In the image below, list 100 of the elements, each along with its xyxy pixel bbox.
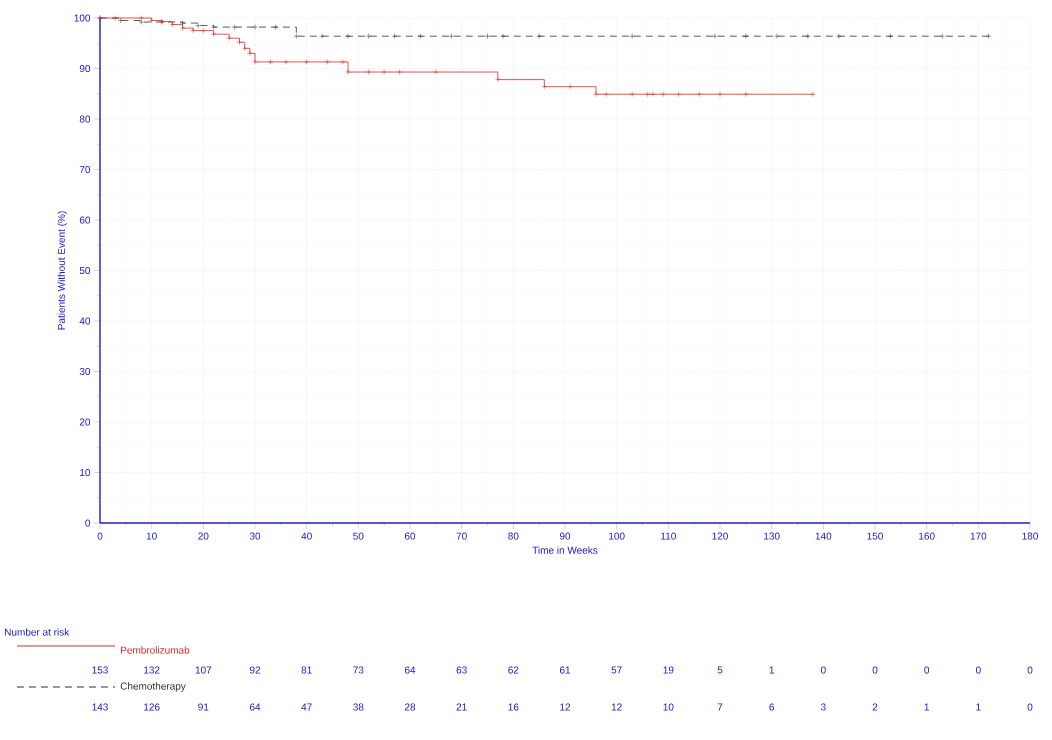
- text: Number at risk: [5, 628, 70, 636]
- text: 1: [976, 703, 981, 711]
- point: [887, 33, 894, 39]
- y-tick-label: 0: [85, 519, 91, 527]
- x-tick-label: 10: [146, 532, 157, 540]
- point: [169, 21, 176, 28]
- x-tick-label: 150: [867, 532, 883, 540]
- point: [774, 33, 780, 39]
- point: [247, 50, 253, 57]
- x-tick-label: 100: [609, 532, 625, 540]
- point: [650, 91, 656, 98]
- point: [541, 83, 548, 90]
- x-tick-label: 0: [97, 532, 103, 540]
- text: 0: [924, 666, 930, 674]
- x-axis-title: Time in Weeks: [532, 546, 598, 554]
- x-tick-label: 170: [970, 532, 987, 540]
- text: 0: [1027, 666, 1033, 674]
- point: [536, 33, 542, 39]
- x-tick-label: 50: [353, 532, 364, 540]
- y-axis-title: Patients Without Event (%): [57, 211, 67, 330]
- point: [675, 91, 682, 98]
- x-tick-label: 60: [404, 532, 416, 540]
- x-tick-label: 70: [456, 532, 467, 540]
- text: 73: [353, 666, 364, 674]
- point: [629, 91, 635, 98]
- x-tick-label: 140: [815, 532, 832, 540]
- text: Chemotherapy: [120, 682, 186, 692]
- y-tick-label: 20: [79, 418, 91, 426]
- text: 47: [301, 703, 312, 711]
- point: [743, 33, 749, 39]
- text: 1: [924, 703, 929, 711]
- text: 132: [144, 666, 160, 674]
- point: [939, 33, 945, 39]
- point: [226, 35, 232, 41]
- y-tick-label: 90: [79, 64, 91, 73]
- point: [283, 59, 289, 65]
- text: 92: [249, 666, 261, 674]
- x-tick-label: 40: [301, 532, 312, 540]
- point: [433, 69, 439, 75]
- point: [603, 91, 610, 98]
- x-tick-label: 130: [764, 532, 780, 540]
- point: [500, 33, 506, 39]
- x-tick-label: 20: [198, 532, 209, 540]
- x-tick-label: 80: [508, 532, 519, 540]
- point: [112, 15, 119, 21]
- point: [381, 69, 387, 75]
- point: [345, 69, 351, 75]
- y-tick-label: 60: [79, 216, 91, 224]
- point: [593, 91, 599, 98]
- point: [236, 39, 243, 45]
- text: 10: [663, 703, 674, 711]
- text: 12: [560, 703, 571, 711]
- text: 62: [508, 666, 519, 674]
- point: [138, 19, 145, 25]
- point: [138, 15, 145, 21]
- y-tick-label: 10: [80, 468, 91, 477]
- text: 107: [195, 666, 212, 674]
- point: [484, 33, 491, 39]
- y-tick-label: 80: [79, 115, 91, 123]
- point: [252, 59, 258, 65]
- point: [293, 33, 300, 39]
- text: 126: [144, 703, 160, 711]
- x-tick-label: 110: [661, 532, 676, 540]
- point: [743, 91, 749, 98]
- point: [272, 24, 279, 30]
- point: [836, 33, 842, 39]
- point: [319, 33, 325, 39]
- y-tick-label: 100: [74, 14, 91, 22]
- point: [365, 69, 372, 75]
- text: 7: [717, 703, 723, 711]
- point: [252, 24, 258, 30]
- point: [179, 25, 186, 31]
- point: [179, 20, 186, 26]
- point: [231, 24, 238, 30]
- point: [417, 33, 424, 39]
- point: [210, 24, 217, 30]
- point: [567, 83, 573, 90]
- text: 153: [92, 666, 108, 674]
- x-tick-label: 90: [559, 532, 571, 540]
- point: [985, 33, 992, 39]
- text: 5: [717, 666, 723, 674]
- x-tick-label: 180: [1022, 532, 1038, 540]
- point: [696, 91, 703, 98]
- text: 61: [559, 666, 571, 674]
- point: [717, 91, 723, 98]
- point: [396, 69, 403, 75]
- text: Pembrolizumab: [121, 646, 190, 654]
- text: 0: [1027, 703, 1033, 711]
- text: 21: [456, 703, 467, 711]
- point: [805, 33, 811, 39]
- text: 38: [353, 703, 364, 711]
- point: [340, 59, 346, 65]
- text: 28: [404, 703, 416, 711]
- text: 0: [820, 666, 826, 674]
- text: 143: [92, 703, 108, 711]
- text: 64: [404, 666, 416, 674]
- text: 0: [872, 666, 878, 674]
- point: [267, 59, 274, 65]
- point: [210, 31, 217, 37]
- y-tick-label: 50: [79, 266, 91, 275]
